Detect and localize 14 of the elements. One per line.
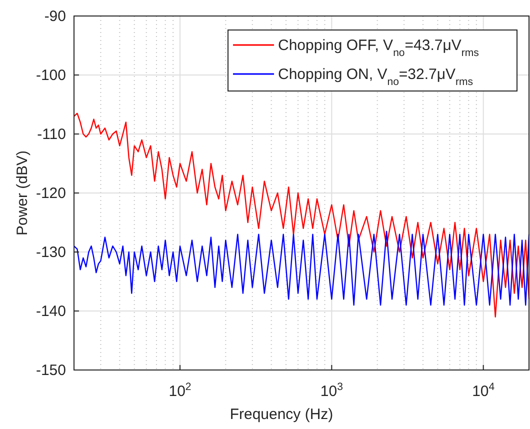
legend-label: Chopping ON, V$_{no}$=32.7μV$_{rms}$ (278, 66, 474, 88)
y-tick-label: -140 (36, 302, 66, 320)
x-tick-label: 10$^{3}$ (320, 381, 344, 400)
y-tick-label: -100 (36, 66, 66, 84)
x-tick-label: 10$^{4}$ (472, 381, 495, 400)
x-axis-title: Frequency (Hz) (230, 406, 334, 423)
x-tick-label: 10$^{2}$ (168, 381, 192, 400)
legend-label: Chopping OFF, V$_{no}$=43.7μV$_{rms}$ (278, 37, 479, 59)
y-tick-label: -130 (36, 244, 66, 261)
y-tick-label: -90 (44, 8, 66, 25)
y-tick-label: -150 (36, 362, 66, 379)
y-axis-title: Power (dBV) (14, 150, 31, 236)
y-tick-label: -120 (36, 184, 66, 202)
y-tick-label: -110 (37, 126, 66, 143)
